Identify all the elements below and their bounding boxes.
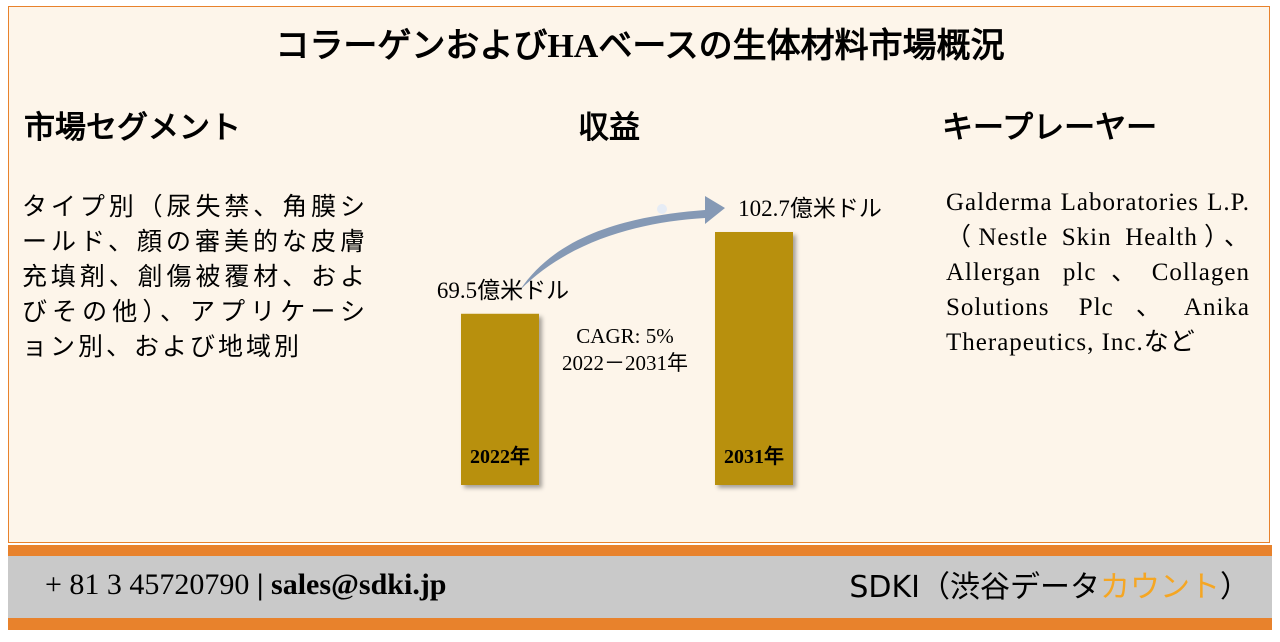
phone: + 81 3 45720790	[45, 568, 250, 601]
segments-text: タイプ別（尿失禁、角膜シールド、顔の審美的な皮膚充填剤、創傷被覆材、およびその他…	[22, 194, 368, 361]
segments-heading: 市場セグメント	[24, 110, 241, 145]
panel	[8, 6, 1270, 543]
players-heading: キープレーヤー	[942, 110, 1158, 145]
separator: |	[256, 568, 264, 601]
band	[8, 545, 1272, 556]
revenue-chart: CAGR: 5% 2022－2031年 2022年 69.5億米ドル 2031年 10…	[437, 196, 882, 485]
category-label: 2031年	[724, 444, 784, 468]
value-label: 69.5億米ドル	[437, 278, 569, 303]
email: sales@sdki.jp	[271, 568, 447, 601]
cagr: CAGR: 5%	[576, 324, 673, 348]
brand-text: SDKI（渋谷データ	[849, 570, 1100, 605]
band	[8, 618, 1272, 630]
brand-accent: カウント	[1100, 570, 1220, 605]
players-text: Galderma Laboratories L.P.（Nestle Skin H…	[946, 189, 1250, 356]
cagr-period: 2022－2031年	[562, 351, 688, 375]
footer	[8, 556, 1272, 618]
bar	[715, 232, 793, 485]
revenue-heading: 収益	[578, 110, 640, 145]
growth-arrow	[520, 196, 725, 290]
brand: SDKI（渋谷データカウント）	[849, 562, 1250, 606]
arrow-dot	[657, 204, 667, 214]
contact: + 81 3 45720790 | sales@sdki.jp	[45, 568, 447, 602]
value-label: 102.7億米ドル	[738, 196, 882, 221]
brand-text: ）	[1220, 570, 1250, 605]
bar	[461, 313, 539, 485]
title: コラーゲンおよびHAベースの生体材料市場概況	[275, 28, 1005, 65]
category-label: 2022年	[470, 444, 530, 468]
